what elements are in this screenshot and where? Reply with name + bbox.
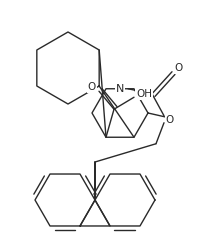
Text: O: O	[175, 63, 183, 73]
Text: N: N	[116, 84, 124, 94]
Text: O: O	[166, 115, 174, 125]
Text: O: O	[88, 82, 96, 92]
Text: OH: OH	[136, 89, 152, 99]
